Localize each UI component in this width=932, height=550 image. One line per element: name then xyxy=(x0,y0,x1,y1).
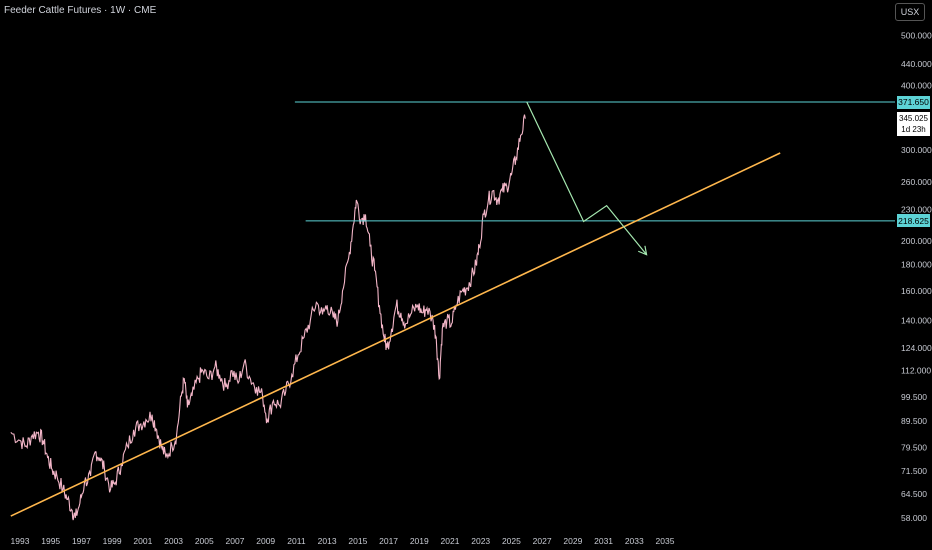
x-tick-label: 2021 xyxy=(441,536,460,546)
y-tick-label: 300.000 xyxy=(901,145,932,155)
x-tick-label: 2001 xyxy=(133,536,152,546)
x-tick-label: 2031 xyxy=(594,536,613,546)
x-tick-label: 2027 xyxy=(533,536,552,546)
resistance-price-label: 371.650 xyxy=(897,95,930,109)
y-tick-label: 124.000 xyxy=(901,343,932,353)
x-tick-label: 1999 xyxy=(103,536,122,546)
x-tick-label: 2035 xyxy=(656,536,675,546)
x-tick-label: 2015 xyxy=(348,536,367,546)
currency-button[interactable]: USX xyxy=(895,3,925,21)
y-tick-label: 200.000 xyxy=(901,236,932,246)
y-tick-label: 500.000 xyxy=(901,31,932,41)
x-tick-label: 1995 xyxy=(41,536,60,546)
x-tick-label: 2013 xyxy=(318,536,337,546)
x-tick-label: 2033 xyxy=(625,536,644,546)
ascending-trendline[interactable] xyxy=(10,152,781,517)
projection-arrowhead xyxy=(638,245,648,256)
y-tick-label: 180.000 xyxy=(901,259,932,269)
x-tick-label: 2019 xyxy=(410,536,429,546)
y-axis: 500.000 440.000 400.000 300.000 260.000 230.0… xyxy=(901,31,932,523)
chart-title: Feeder Cattle Futures · 1W · CME xyxy=(4,5,157,16)
x-tick-label: 2017 xyxy=(379,536,398,546)
projection-arrow-path[interactable] xyxy=(526,101,648,256)
y-tick-label: 112.000 xyxy=(901,366,931,376)
drawings-layer xyxy=(10,101,895,517)
x-axis: 1993 1995 1997 1999 2001 2003 2005 2007 2009 2011… xyxy=(11,536,675,546)
y-tick-label: 99.500 xyxy=(901,392,927,402)
y-tick-label: 71.500 xyxy=(901,466,927,476)
y-tick-label: 400.000 xyxy=(901,81,932,91)
x-tick-label: 2009 xyxy=(256,536,275,546)
y-tick-label: 64.500 xyxy=(901,489,927,499)
y-tick-label: 230.000 xyxy=(901,205,932,215)
bar-countdown: 1d 23h xyxy=(901,125,926,134)
x-tick-label: 2011 xyxy=(287,536,306,546)
y-tick-label: 140.000 xyxy=(901,316,932,326)
last-price-badge: 345.025 1d 23h xyxy=(897,112,930,136)
x-tick-label: 2023 xyxy=(471,536,490,546)
y-tick-label: 79.500 xyxy=(901,442,927,452)
y-tick-label: 440.000 xyxy=(901,59,932,69)
support-price-label: 218.625 xyxy=(897,214,930,228)
price-series-layer xyxy=(10,114,526,521)
x-tick-label: 2005 xyxy=(195,536,214,546)
x-tick-label: 2003 xyxy=(164,536,183,546)
x-tick-label: 1993 xyxy=(11,536,30,546)
price-series-line xyxy=(10,114,526,521)
x-tick-label: 2029 xyxy=(563,536,582,546)
x-tick-label: 1997 xyxy=(72,536,91,546)
y-tick-label: 260.000 xyxy=(901,177,932,187)
y-tick-label: 160.000 xyxy=(901,286,932,296)
x-tick-label: 2025 xyxy=(502,536,521,546)
y-tick-label: 89.500 xyxy=(901,416,927,426)
last-price-value: 345.025 xyxy=(899,114,928,123)
y-tick-label: 58.000 xyxy=(901,513,927,523)
x-tick-label: 2007 xyxy=(226,536,245,546)
